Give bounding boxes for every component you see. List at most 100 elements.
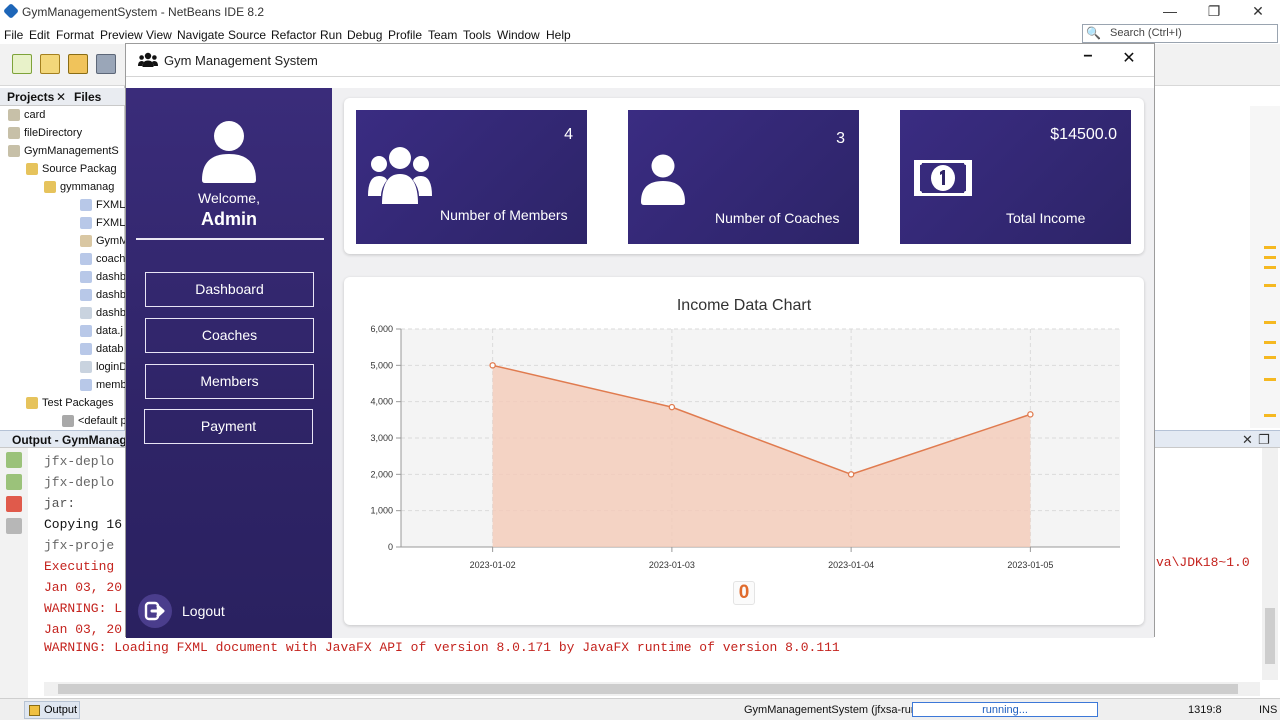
sidebar: Welcome, Admin Dashboard Coaches Members… <box>126 88 332 638</box>
scroll-thumb[interactable] <box>58 684 1238 694</box>
users-icon <box>368 147 432 204</box>
menu-format[interactable]: Format <box>56 28 95 42</box>
tree-item[interactable]: GymManagementS <box>8 145 119 161</box>
menu-navigate[interactable]: Navigate <box>177 28 225 42</box>
tree-item[interactable]: datab <box>80 343 124 359</box>
tab-projects[interactable]: Projects <box>7 90 55 104</box>
user-icon <box>641 154 685 205</box>
tree-item[interactable]: card <box>8 109 45 125</box>
rerun-with-args-icon[interactable] <box>6 474 22 490</box>
output-line: jar: <box>44 496 76 511</box>
save-all-icon[interactable] <box>96 54 116 74</box>
tree-item[interactable]: coach <box>80 253 125 269</box>
close-button[interactable]: ✕ <box>1122 50 1136 67</box>
y-tick-label: 6,000 <box>370 324 393 334</box>
menu-team[interactable]: Team <box>428 28 458 42</box>
rerun-icon[interactable] <box>6 452 22 468</box>
total-income-label: Total Income <box>1006 210 1086 226</box>
scroll-thumb[interactable] <box>1265 608 1275 664</box>
tree-item[interactable]: gymmanag <box>44 181 114 197</box>
menu-window[interactable]: Window <box>497 28 540 42</box>
tab-files[interactable]: Files <box>74 90 102 104</box>
output-restore-icon[interactable]: ❐ <box>1258 432 1270 447</box>
menu-source[interactable]: Source <box>228 28 267 42</box>
nav-members-button[interactable]: Members <box>145 364 314 399</box>
tree-item[interactable]: <default p <box>62 415 127 431</box>
money-icon <box>914 160 972 196</box>
output-vertical-scrollbar[interactable] <box>1262 448 1278 680</box>
income-chart: 0 1,000 2,000 3,000 4,000 5,000 6,000 2023-01-0… <box>370 324 1120 570</box>
avatar-icon <box>202 121 256 183</box>
output-horizontal-scrollbar[interactable] <box>44 682 1260 696</box>
ide-minimize-button[interactable]: — <box>1163 3 1177 19</box>
tree-item[interactable]: memb <box>80 379 127 395</box>
data-point <box>668 403 676 411</box>
menu-refactor[interactable]: Refactor <box>271 28 317 42</box>
income-card: $14500.0 Total Income <box>900 110 1131 244</box>
ide-maximize-button[interactable]: ❐ <box>1207 3 1221 19</box>
tree-item[interactable]: Source Packag <box>26 163 117 179</box>
menu-preview[interactable]: Preview <box>100 28 143 42</box>
new-project-icon[interactable] <box>40 54 60 74</box>
menu-edit[interactable]: Edit <box>29 28 50 42</box>
y-tick-label: 2,000 <box>370 469 393 479</box>
menu-profile[interactable]: Profile <box>388 28 423 42</box>
stop-icon[interactable] <box>6 496 22 512</box>
menu-file[interactable]: File <box>4 28 24 42</box>
y-tick-label: 3,000 <box>370 433 393 443</box>
editor-scrollbar[interactable] <box>1250 106 1280 428</box>
tree-item[interactable]: dashb <box>80 271 126 287</box>
output-close-icon[interactable]: ✕ <box>1242 432 1253 447</box>
progress-bar[interactable]: running... <box>912 702 1098 717</box>
ide-search-box[interactable]: 🔍 Search (Ctrl+I) <box>1082 24 1278 43</box>
marker-icon <box>1264 246 1276 249</box>
tree-item[interactable]: FXMLD <box>80 217 133 233</box>
tree-item[interactable]: FXMLD <box>80 199 133 215</box>
output-line: WARNING: L <box>44 601 123 616</box>
gym-app-window: Gym Management System − ✕ Welcome, Admin… <box>125 43 1155 638</box>
data-point <box>847 471 855 478</box>
output-line: WARNING: Loading FXML document with Java… <box>44 640 840 655</box>
tree-item[interactable]: loginD <box>80 361 127 377</box>
tree-item[interactable]: GymM <box>80 235 128 251</box>
menu-tools[interactable]: Tools <box>463 28 492 42</box>
y-tick-label: 1,000 <box>370 506 393 516</box>
tree-item[interactable]: data.j <box>80 325 123 341</box>
minimize-button[interactable]: − <box>1083 48 1093 65</box>
tree-item[interactable]: dashb <box>80 289 126 305</box>
nav-payment-button[interactable]: Payment <box>144 409 313 444</box>
package-icon <box>62 415 74 428</box>
menu-help[interactable]: Help <box>546 28 571 42</box>
y-tick-label: 5,000 <box>370 360 393 370</box>
data-point <box>489 362 496 369</box>
ide-close-button[interactable]: ✕ <box>1252 3 1264 19</box>
nav-coaches-button[interactable]: Coaches <box>145 318 314 353</box>
settings-icon[interactable] <box>6 518 22 534</box>
marker-icon <box>1264 256 1276 259</box>
projects-tabs: Projects ✕ Files <box>0 88 125 106</box>
logout-button[interactable]: Logout <box>138 594 278 628</box>
menu-view[interactable]: View <box>146 28 172 42</box>
members-count: 4 <box>564 126 573 143</box>
total-income-value: $14500.0 <box>1050 126 1117 143</box>
tree-item[interactable]: dashb <box>80 307 126 323</box>
tree-item[interactable]: Test Packages <box>26 397 114 413</box>
new-file-icon[interactable] <box>12 54 32 74</box>
tab-projects-close-icon[interactable]: ✕ <box>56 90 67 104</box>
status-output-label: Output <box>44 704 78 716</box>
file-icon <box>80 199 92 212</box>
nav-dashboard-button[interactable]: Dashboard <box>145 272 314 307</box>
project-icon <box>8 145 20 158</box>
file-icon <box>80 325 92 338</box>
folder-icon <box>26 397 38 410</box>
menu-debug[interactable]: Debug <box>347 28 383 42</box>
projects-panel: Projects ✕ Files card fileDirectory GymM… <box>0 86 133 431</box>
area-line <box>492 364 1031 476</box>
tree-item[interactable]: fileDirectory <box>8 127 82 143</box>
coaches-card: 3 Number of Coaches <box>628 110 859 244</box>
marker-icon <box>1264 266 1276 269</box>
status-output-tab[interactable]: Output <box>24 701 80 719</box>
output-tab-title[interactable]: Output - GymManager <box>12 433 139 447</box>
open-project-icon[interactable] <box>68 54 88 74</box>
menu-run[interactable]: Run <box>320 28 343 42</box>
